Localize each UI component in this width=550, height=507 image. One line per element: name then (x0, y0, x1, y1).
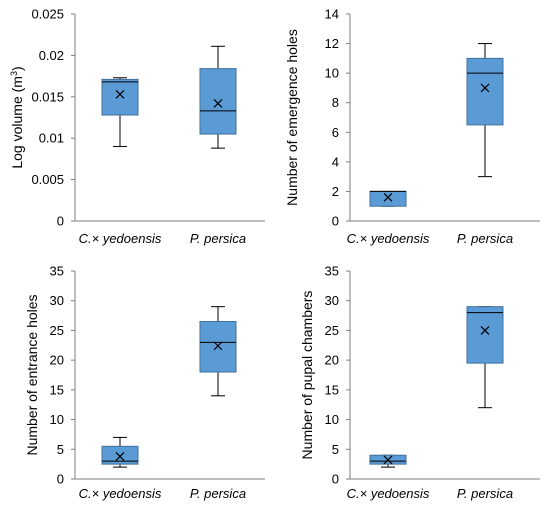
chart-panel-2: 0 2 4 6 8 10 12 14 Number of emergence holes C.× … (284, 7, 540, 246)
x-category-label: P. persica (457, 486, 513, 501)
chart-panel-4: 0 5 10 15 20 25 30 35 Number of pupal chambers C.… (299, 264, 540, 501)
y-tick-label: 0.025 (31, 7, 64, 22)
box-1 (369, 190, 407, 207)
y-tick-label: 4 (332, 154, 339, 169)
box-2 (199, 45, 237, 149)
y-tick-label: 0 (57, 472, 64, 487)
y-tick-label: 15 (325, 382, 339, 397)
chart-panel-3: 0 5 10 15 20 25 30 35 Number of entrance holes C.… (24, 264, 265, 501)
box-1 (369, 454, 407, 468)
y-tick-label: 8 (332, 95, 339, 110)
y-tick-label: 12 (325, 36, 339, 51)
y-tick-label: 0.02 (39, 48, 64, 63)
y-tick-label: 30 (50, 293, 64, 308)
mean-marker (383, 455, 393, 465)
y-tick-label: 30 (325, 293, 339, 308)
y-tick-label: 10 (325, 412, 339, 427)
y-tick-label: 25 (50, 323, 64, 338)
y-tick-label: 35 (50, 264, 64, 279)
y-tick-label: 0 (332, 214, 339, 229)
box-iqr (466, 57, 504, 126)
y-tick-label: 5 (57, 442, 64, 457)
y-tick-label: 10 (50, 412, 64, 427)
box-iqr (101, 78, 139, 116)
y-tick-label: 20 (325, 353, 339, 368)
mean-marker (383, 192, 393, 202)
x-category-label: C.× yedoensis (79, 486, 162, 501)
y-tick-label: 14 (325, 7, 339, 22)
y-tick-label: 35 (325, 264, 339, 279)
x-category-label: C.× yedoensis (347, 231, 430, 246)
x-category-label: P. persica (190, 231, 246, 246)
box-iqr (199, 321, 237, 373)
mean-marker (213, 98, 223, 108)
y-tick-label: 5 (332, 442, 339, 457)
y-tick-label: 0 (332, 472, 339, 487)
y-tick-label: 6 (332, 125, 339, 140)
y-tick-label: 10 (325, 66, 339, 81)
y-tick-label: 0 (57, 214, 64, 229)
box-iqr (369, 190, 407, 207)
x-category-label: P. persica (457, 231, 513, 246)
mean-marker (480, 326, 490, 335)
y-axis-label: Number of emergence holes (284, 29, 300, 206)
box-1 (101, 436, 139, 468)
mean-marker (115, 89, 125, 99)
box-iqr (466, 306, 504, 364)
y-axis-label: Number of entrance holes (24, 294, 40, 455)
y-tick-label: 0.015 (31, 89, 64, 104)
y-axis-label: Log volume (m3) (9, 66, 25, 168)
y-tick-label: 15 (50, 382, 64, 397)
mean-marker (480, 83, 490, 93)
y-tick-label: 25 (325, 323, 339, 338)
box-iqr (199, 68, 237, 135)
y-tick-label: 0.01 (39, 131, 64, 146)
y-axis-label: Number of pupal chambers (299, 291, 315, 460)
y-tick-label: 2 (332, 184, 339, 199)
box-2 (199, 306, 237, 397)
mean-marker (213, 341, 223, 351)
x-category-label: P. persica (190, 486, 246, 501)
x-category-label: C.× yedoensis (347, 486, 430, 501)
chart-panel-1: 0 0.005 0.01 0.015 0.02 0.025 Log volume (m3) C… (9, 7, 265, 246)
box-2 (466, 306, 504, 409)
y-tick-label: 20 (50, 353, 64, 368)
y-tick-label: 0.005 (31, 172, 64, 187)
mean-marker (115, 451, 125, 461)
box-2 (466, 43, 504, 178)
box-iqr (101, 445, 139, 465)
box-1 (101, 77, 139, 147)
x-category-label: C.× yedoensis (79, 231, 162, 246)
